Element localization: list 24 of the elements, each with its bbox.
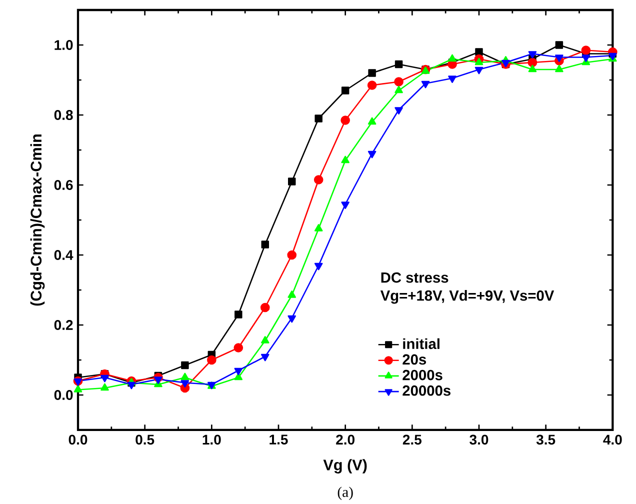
x-tick-label: 3.5: [536, 434, 556, 444]
x-axis-title: Vg (V): [323, 458, 367, 474]
y-tick-label: 0.8: [54, 110, 73, 120]
y-tick-label: 0.6: [54, 180, 73, 190]
x-tick-label: 1.5: [270, 434, 288, 444]
legend-label: 2000s: [402, 370, 442, 380]
x-tick-label: 3.0: [470, 434, 488, 444]
x-tick-label: 0.0: [68, 434, 88, 444]
y-tick-label: 0.4: [54, 250, 74, 260]
x-tick-label: 2.5: [402, 434, 422, 444]
y-tick-label: 0.2: [54, 320, 73, 330]
x-tick-label: 0.5: [136, 434, 154, 444]
legend-label: 20000s: [402, 385, 450, 396]
x-tick-label: 4.0: [603, 434, 622, 444]
x-tick-label: 1.0: [202, 434, 221, 444]
y-tick-label: 1.0: [54, 40, 73, 50]
y-tick-label: 0.0: [54, 390, 73, 400]
text: Vg=+18V, Vd=+9V, Vs=0V: [380, 290, 554, 304]
legend-label: 20s: [402, 354, 426, 364]
legend-title: DC stress: [381, 272, 448, 283]
text: (a): [338, 486, 353, 500]
x-tick-label: 2.0: [336, 434, 354, 444]
legend-label: initial: [403, 338, 440, 349]
y-axis-title: (Cgd-Cmin)/Cmax-Cmin: [30, 134, 45, 306]
